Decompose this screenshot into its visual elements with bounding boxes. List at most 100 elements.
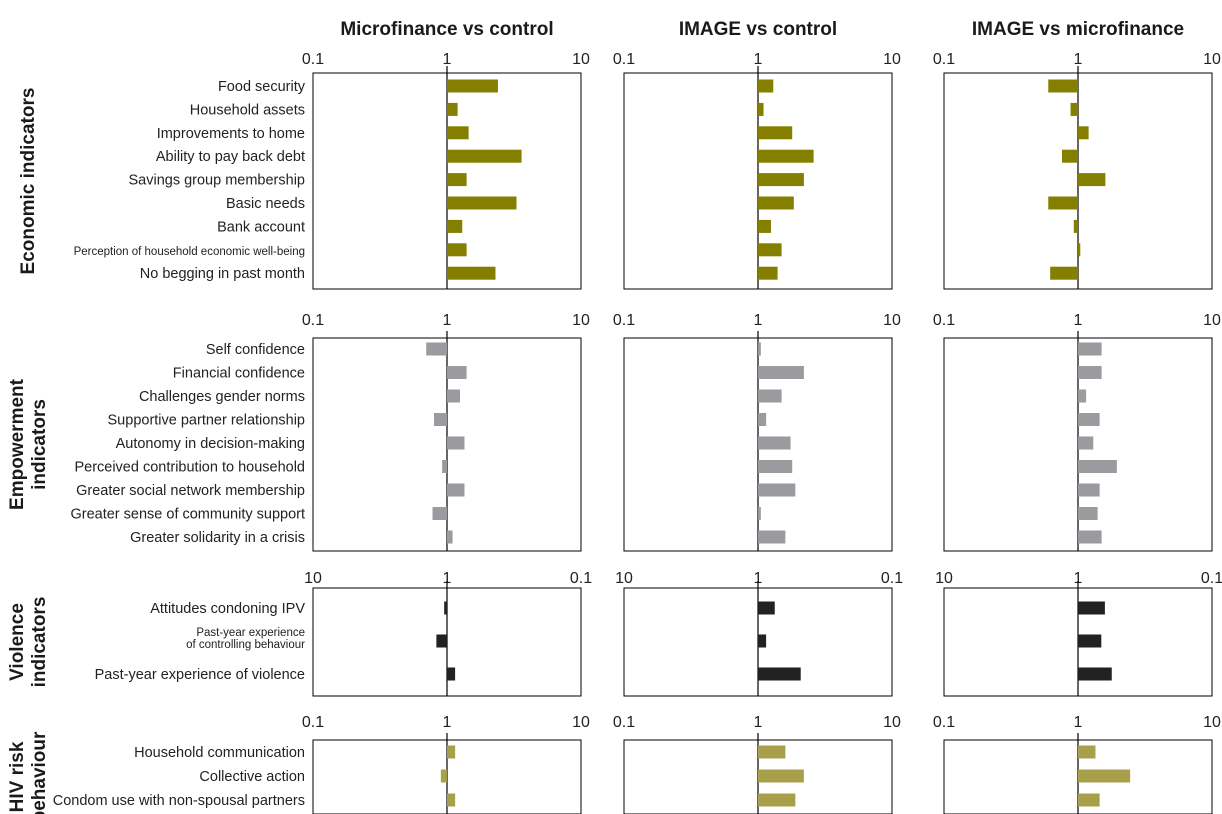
bar-economic-household-assets-panel-2 (758, 102, 764, 116)
bar-empowerment-challenges-gender-norms-panel-2 (758, 389, 782, 403)
bar-economic-no-begging-in-past-month-panel-3 (1050, 266, 1078, 280)
bar-empowerment-financial-confidence-panel-3 (1078, 366, 1102, 379)
bar-hiv-condom-use-with-non-spousal-partners-panel-3 (1078, 793, 1100, 807)
bar-economic-bank-account-panel-2 (758, 219, 771, 233)
tick-label-empowerment-2-2: 1 (754, 312, 763, 329)
bar-empowerment-self-confidence-panel-2 (758, 342, 761, 356)
category-label-bank-account: Bank account (217, 219, 305, 235)
category-label-perception-of-household-economic-well-being: Perception of household economic well-be… (74, 246, 305, 258)
bar-economic-perception-of-household-economic-well-being-panel-1 (447, 243, 467, 257)
tick-label-hiv-1-3: 10 (572, 714, 590, 731)
tick-label-economic-1-1: 0.1 (302, 51, 324, 68)
bar-violence-past-year-experience-of-controlling-behaviour-panel-1 (436, 634, 447, 648)
group-title-empowerment-line-2: indicators (29, 399, 50, 490)
category-label-past-year-experience-of-violence: Past-year experience of violence (95, 667, 305, 683)
category-label-household-communication: Household communication (134, 745, 305, 761)
bar-empowerment-financial-confidence-panel-1 (447, 366, 467, 379)
bar-empowerment-supportive-partner-relationship-panel-1 (434, 413, 447, 426)
bar-hiv-collective-action-panel-2 (758, 769, 804, 783)
category-label-financial-confidence: Financial confidence (173, 366, 305, 382)
category-label-challenges-gender-norms: Challenges gender norms (139, 389, 305, 405)
bar-economic-no-begging-in-past-month-panel-1 (447, 266, 496, 280)
bar-economic-food-security-panel-2 (758, 79, 774, 93)
bar-violence-attitudes-condoning-ipv-panel-2 (758, 601, 775, 615)
bar-economic-bank-account-panel-1 (447, 219, 463, 233)
category-label-improvements-to-home: Improvements to home (157, 126, 305, 142)
bar-violence-past-year-experience-of-violence-panel-2 (758, 667, 801, 681)
group-title-violence-line-1: Violence (7, 603, 28, 681)
tick-label-hiv-3-3: 10 (1203, 714, 1221, 731)
tick-label-violence-3-3: 0.1 (1201, 570, 1222, 587)
tick-label-empowerment-1-2: 1 (443, 312, 452, 329)
bar-economic-improvements-to-home-panel-3 (1078, 126, 1089, 140)
tick-label-empowerment-2-1: 0.1 (613, 312, 635, 329)
bar-empowerment-greater-solidarity-in-a-crisis-panel-3 (1078, 530, 1102, 544)
group-title-hiv-line-1: HIV risk (7, 741, 28, 812)
bar-empowerment-financial-confidence-panel-2 (758, 366, 804, 379)
tick-label-hiv-1-1: 0.1 (302, 714, 324, 731)
bar-empowerment-autonomy-in-decision-making-panel-1 (447, 436, 465, 450)
category-label-no-begging-in-past-month: No begging in past month (140, 266, 305, 282)
group-title-empowerment-line-1: Empowerment (7, 378, 28, 510)
group-title-violence-line-2: indicators (29, 597, 50, 688)
bar-empowerment-greater-social-network-membership-panel-3 (1078, 483, 1100, 497)
bar-empowerment-greater-solidarity-in-a-crisis-panel-2 (758, 530, 786, 544)
bar-empowerment-challenges-gender-norms-panel-1 (447, 389, 460, 403)
category-label-attitudes-condoning-ipv: Attitudes condoning IPV (150, 601, 305, 617)
column-title-image-vs-control: IMAGE vs control (679, 19, 837, 40)
bar-economic-savings-group-membership-panel-3 (1078, 173, 1106, 187)
group-title-hiv-line-2: behaviour (29, 731, 50, 814)
category-label-ability-to-pay-back-debt: Ability to pay back debt (156, 149, 305, 165)
tick-label-economic-1-2: 1 (443, 51, 452, 68)
bar-empowerment-self-confidence-panel-3 (1078, 342, 1102, 356)
bar-economic-household-assets-panel-1 (447, 102, 458, 116)
bar-empowerment-supportive-partner-relationship-panel-3 (1078, 413, 1100, 426)
bar-empowerment-autonomy-in-decision-making-panel-2 (758, 436, 791, 450)
bar-economic-ability-to-pay-back-debt-panel-1 (447, 149, 522, 163)
bar-economic-improvements-to-home-panel-1 (447, 126, 469, 140)
bar-hiv-collective-action-panel-3 (1078, 769, 1131, 783)
bar-economic-household-assets-panel-3 (1070, 102, 1078, 116)
bar-economic-no-begging-in-past-month-panel-2 (758, 266, 778, 280)
bar-economic-ability-to-pay-back-debt-panel-2 (758, 149, 814, 163)
bar-empowerment-autonomy-in-decision-making-panel-3 (1078, 436, 1094, 450)
bar-empowerment-greater-social-network-membership-panel-1 (447, 483, 465, 497)
tick-label-hiv-2-2: 1 (754, 714, 763, 731)
bar-economic-food-security-panel-1 (447, 79, 498, 93)
bar-violence-past-year-experience-of-controlling-behaviour-panel-3 (1078, 634, 1102, 648)
bar-empowerment-greater-solidarity-in-a-crisis-panel-1 (447, 530, 453, 544)
tick-label-economic-3-3: 10 (1203, 51, 1221, 68)
tick-label-hiv-1-2: 1 (443, 714, 452, 731)
category-label-perceived-contribution-to-household: Perceived contribution to household (74, 460, 305, 476)
tick-label-violence-3-1: 10 (935, 570, 953, 587)
category-label-condom-use-with-non-spousal-partners: Condom use with non-spousal partners (53, 793, 305, 809)
bar-economic-improvements-to-home-panel-2 (758, 126, 793, 140)
category-label-supportive-partner-relationship: Supportive partner relationship (108, 413, 305, 429)
category-label-food-security: Food security (218, 79, 306, 95)
tick-label-empowerment-3-1: 0.1 (933, 312, 955, 329)
tick-label-violence-2-2: 1 (754, 570, 763, 587)
bar-violence-past-year-experience-of-violence-panel-3 (1078, 667, 1112, 681)
bar-economic-perception-of-household-economic-well-being-panel-2 (758, 243, 782, 257)
category-label-greater-solidarity-in-a-crisis: Greater solidarity in a crisis (130, 530, 305, 546)
tick-label-empowerment-1-3: 10 (572, 312, 590, 329)
tick-label-hiv-2-1: 0.1 (613, 714, 635, 731)
category-label-past-year-experience-of-controlling-behaviour-line-1: Past-year experience (196, 627, 305, 639)
tick-label-hiv-3-1: 0.1 (933, 714, 955, 731)
bar-empowerment-perceived-contribution-to-household-panel-1 (442, 460, 447, 473)
category-label-collective-action: Collective action (199, 769, 305, 785)
bar-economic-basic-needs-panel-2 (758, 196, 794, 210)
bar-empowerment-greater-sense-of-community-support-panel-2 (758, 507, 761, 520)
tick-label-violence-2-1: 10 (615, 570, 633, 587)
bar-hiv-collective-action-panel-1 (440, 769, 447, 783)
category-label-savings-group-membership: Savings group membership (128, 173, 305, 189)
tick-label-empowerment-3-2: 1 (1074, 312, 1083, 329)
bar-economic-perception-of-household-economic-well-being-panel-3 (1078, 243, 1081, 257)
column-title-image-vs-microfinance: IMAGE vs microfinance (972, 19, 1184, 40)
bar-empowerment-perceived-contribution-to-household-panel-2 (758, 460, 793, 473)
tick-label-violence-3-2: 1 (1074, 570, 1083, 587)
column-title-microfinance-vs-control: Microfinance vs control (340, 19, 553, 40)
bar-economic-food-security-panel-3 (1048, 79, 1078, 93)
